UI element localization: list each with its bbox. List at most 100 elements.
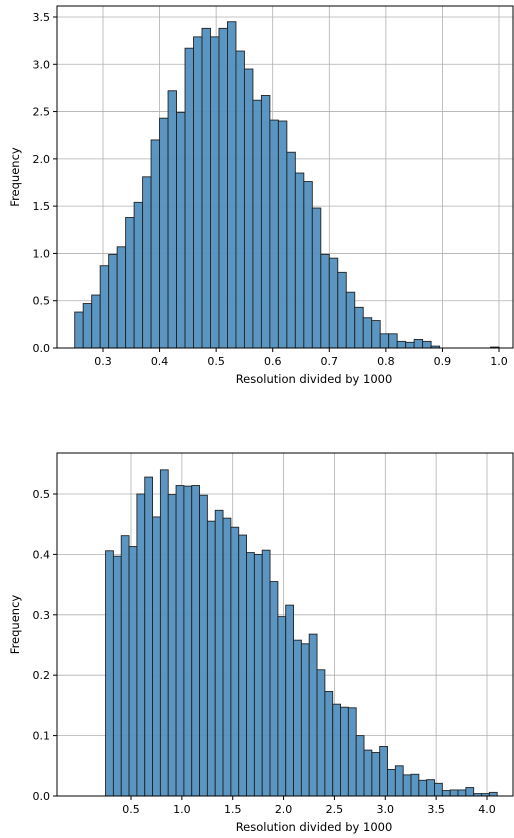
x-tick-label: 0.3 <box>94 355 112 368</box>
y-axis-label: Frequency <box>8 595 22 655</box>
histogram-bar <box>308 633 318 797</box>
histogram-bar <box>457 789 467 797</box>
y-tick-label: 3.0 <box>33 58 51 71</box>
x-tick-label: 4.0 <box>478 803 496 816</box>
x-tick-label: 2.0 <box>275 803 293 816</box>
histogram-bar <box>332 703 341 797</box>
histogram-bar <box>235 50 245 349</box>
histogram-bar <box>396 340 407 349</box>
x-tick-label: 1.0 <box>173 803 191 816</box>
x-axis-label: Resolution divided by 1000 <box>236 372 393 386</box>
histogram-bar <box>294 172 305 349</box>
x-tick-label: 0.8 <box>377 355 395 368</box>
histogram-bar <box>128 546 138 797</box>
bars <box>105 469 498 797</box>
x-tick-label: 2.5 <box>326 803 344 816</box>
histogram-bar <box>426 779 435 797</box>
histogram-bar <box>269 581 279 797</box>
x-tick-label: 3.5 <box>427 803 445 816</box>
x-tick-label: 0.5 <box>207 355 225 368</box>
x-axis-label: Resolution divided by 1000 <box>236 820 393 834</box>
x-tick-label: 0.6 <box>264 355 282 368</box>
histogram-bar <box>167 90 177 349</box>
histogram-bar <box>402 774 412 797</box>
histogram-bar <box>422 340 432 349</box>
histogram-bar <box>133 201 144 349</box>
histogram-bar <box>371 320 381 349</box>
histogram-bar <box>300 643 310 797</box>
x-tick-label: 0.5 <box>122 803 140 816</box>
histogram-bar <box>316 669 326 797</box>
histogram-bar <box>176 112 186 349</box>
histogram-bar <box>379 333 390 349</box>
histogram-bar <box>379 746 388 797</box>
histogram-bar <box>363 749 373 797</box>
x-tick-label: 0.4 <box>151 355 169 368</box>
y-tick-label: 0.1 <box>33 730 51 743</box>
histogram-top-panel: 0.3 0.4 0.5 0.6 0.7 0.8 0.9 1.0 0.0 0.5 1.0 1.5 2.0 2… <box>8 5 514 386</box>
histogram-bar <box>371 752 381 797</box>
histogram-bar <box>328 257 339 349</box>
y-tick-label: 1.5 <box>33 200 51 213</box>
x-tick-label: 3.0 <box>377 803 395 816</box>
histogram-bar <box>434 782 443 797</box>
histogram-bar <box>488 791 498 797</box>
histogram-bar <box>320 253 330 349</box>
histogram-bar <box>159 117 169 349</box>
histogram-bar <box>150 139 161 349</box>
histogram-bar <box>405 341 415 349</box>
histogram-bar <box>362 317 373 349</box>
histogram-bar <box>120 535 130 797</box>
histogram-bar <box>227 21 237 349</box>
histogram-bar <box>388 333 398 349</box>
y-tick-label: 1.0 <box>33 247 51 260</box>
histogram-bar <box>243 68 254 349</box>
y-tick-label: 0.5 <box>33 488 51 501</box>
histogram-bar <box>324 691 334 797</box>
histogram-bar <box>394 765 404 797</box>
histogram-bar <box>410 773 420 797</box>
histogram-bar <box>191 485 201 797</box>
histogram-bar <box>387 768 396 797</box>
histogram-bar <box>112 555 122 797</box>
y-tick-label: 0.0 <box>33 790 51 803</box>
axes-frame <box>56 5 514 349</box>
x-tick-label: 0.7 <box>321 355 339 368</box>
histogram-bar <box>201 27 211 349</box>
y-tick-label: 2.5 <box>33 106 51 119</box>
histogram-bar <box>238 534 247 797</box>
histogram-bar <box>303 181 313 349</box>
histogram-bar <box>222 517 232 797</box>
histogram-bar <box>286 151 296 349</box>
histogram-bar <box>193 36 203 349</box>
x-tick-label: 1.5 <box>224 803 242 816</box>
histogram-bar <box>355 735 365 797</box>
y-tick-label: 0.4 <box>33 548 51 561</box>
histogram-bar <box>261 549 271 797</box>
histogram-bar <box>82 303 93 349</box>
bars <box>74 21 500 349</box>
histogram-bar <box>269 119 279 349</box>
histogram-bar <box>218 27 228 349</box>
histogram-bar <box>340 706 349 797</box>
histogram-bar <box>184 47 194 349</box>
histogram-bar <box>210 36 220 349</box>
histogram-bar <box>277 120 288 349</box>
histogram-bar <box>175 485 185 797</box>
histogram-bar <box>116 246 127 349</box>
y-axis-label: Frequency <box>8 147 22 207</box>
histogram-bar <box>105 550 114 797</box>
histogram-bar <box>183 485 193 797</box>
histogram-bar <box>253 553 263 797</box>
histogram-bottom-panel: 0.5 1.0 1.5 2.0 2.5 3.0 3.5 4.0 0.0 0.1 0.2 0.3 0.4 0… <box>8 452 514 834</box>
histogram-bar <box>413 339 424 349</box>
y-tick-label: 0.3 <box>33 609 51 622</box>
histogram-bar <box>199 494 208 797</box>
histogram-bar <box>277 616 287 797</box>
histogram-bar <box>441 790 451 797</box>
y-tick-label: 3.5 <box>33 11 51 24</box>
histogram-bar <box>74 311 84 349</box>
histogram-bar <box>152 516 161 797</box>
histogram-bar <box>144 476 154 797</box>
